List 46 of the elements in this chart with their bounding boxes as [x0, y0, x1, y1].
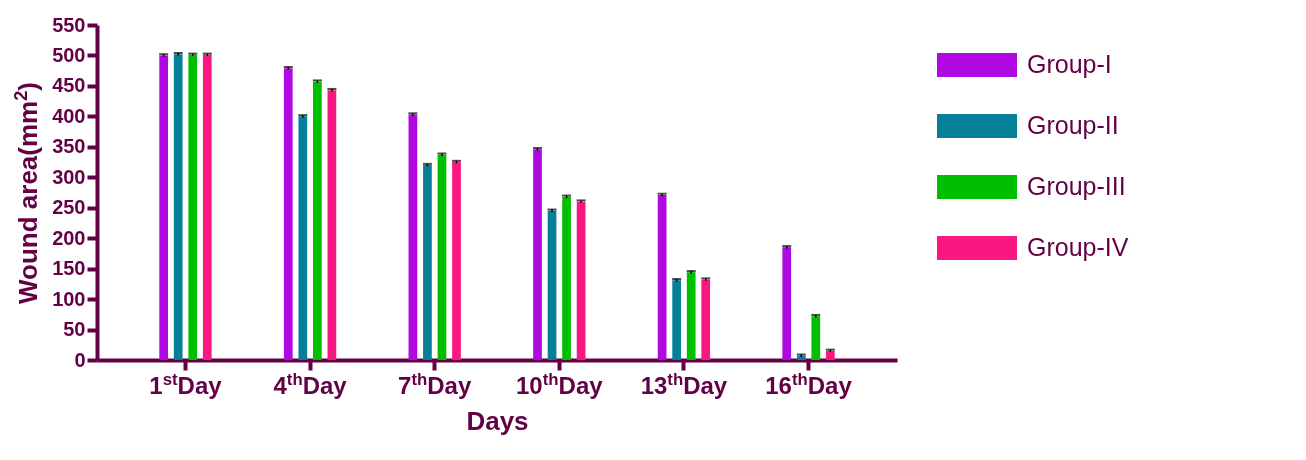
- bar: [811, 316, 821, 360]
- y-tick-label: 550: [52, 13, 86, 36]
- legend-label: Group-II: [1027, 111, 1119, 139]
- bar: [283, 68, 293, 360]
- x-tick-label: 16$^{th}$Day: [765, 369, 853, 399]
- x-tick-label: 4$^{th}$Day: [273, 369, 348, 399]
- legend-label: Group-III: [1027, 172, 1126, 200]
- x-tick-label: 7$^{th}$Day: [398, 369, 472, 399]
- bar: [533, 149, 542, 360]
- x-tick-label: 13$^{th}$Day: [640, 369, 728, 399]
- bar: [701, 279, 711, 360]
- bar: [825, 350, 835, 360]
- legend-label: Group-IV: [1027, 233, 1129, 261]
- bar: [686, 272, 696, 360]
- y-tick-label: 350: [52, 135, 86, 158]
- bar: [672, 280, 682, 360]
- bar: [547, 210, 557, 360]
- y-tick-label: 150: [52, 257, 86, 280]
- bar: [298, 116, 308, 360]
- bar: [312, 81, 322, 360]
- x-axis-title: Days: [466, 405, 529, 436]
- y-tick-label: 100: [52, 287, 86, 310]
- bar: [159, 55, 169, 360]
- x-tick-label: 1$^{st}$Day: [149, 369, 223, 399]
- x-tick-label: 10$^{th}$Day: [516, 369, 604, 399]
- bar: [576, 201, 586, 360]
- y-tick-label: 500: [52, 43, 86, 66]
- bar: [562, 196, 571, 360]
- bar: [202, 54, 212, 360]
- bar: [188, 54, 198, 360]
- y-tick-label: 250: [52, 196, 86, 219]
- y-tick-label: 300: [52, 165, 86, 188]
- y-tick-label: 200: [52, 226, 86, 249]
- y-tick-label: 50: [63, 318, 86, 341]
- bar: [437, 154, 447, 360]
- y-tick-label: 400: [52, 104, 86, 127]
- bar: [327, 90, 337, 360]
- bar: [452, 162, 461, 360]
- bar: [423, 165, 432, 360]
- y-tick-label: 450: [52, 74, 86, 97]
- bar: [173, 54, 183, 360]
- legend-label: Group-I: [1027, 50, 1112, 78]
- bar: [782, 247, 792, 360]
- bar: [408, 114, 418, 360]
- y-tick-label: 0: [74, 348, 86, 371]
- bar: [657, 194, 667, 360]
